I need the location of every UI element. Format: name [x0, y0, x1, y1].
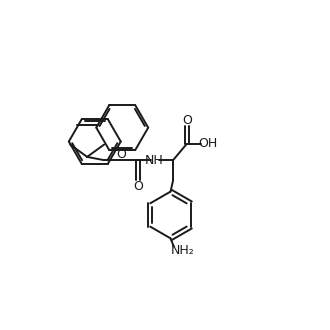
Text: OH: OH [198, 137, 217, 150]
Text: NH₂: NH₂ [171, 244, 195, 257]
Text: NH: NH [145, 154, 164, 167]
Text: O: O [116, 148, 126, 161]
Text: O: O [182, 114, 192, 127]
Text: O: O [133, 180, 143, 193]
